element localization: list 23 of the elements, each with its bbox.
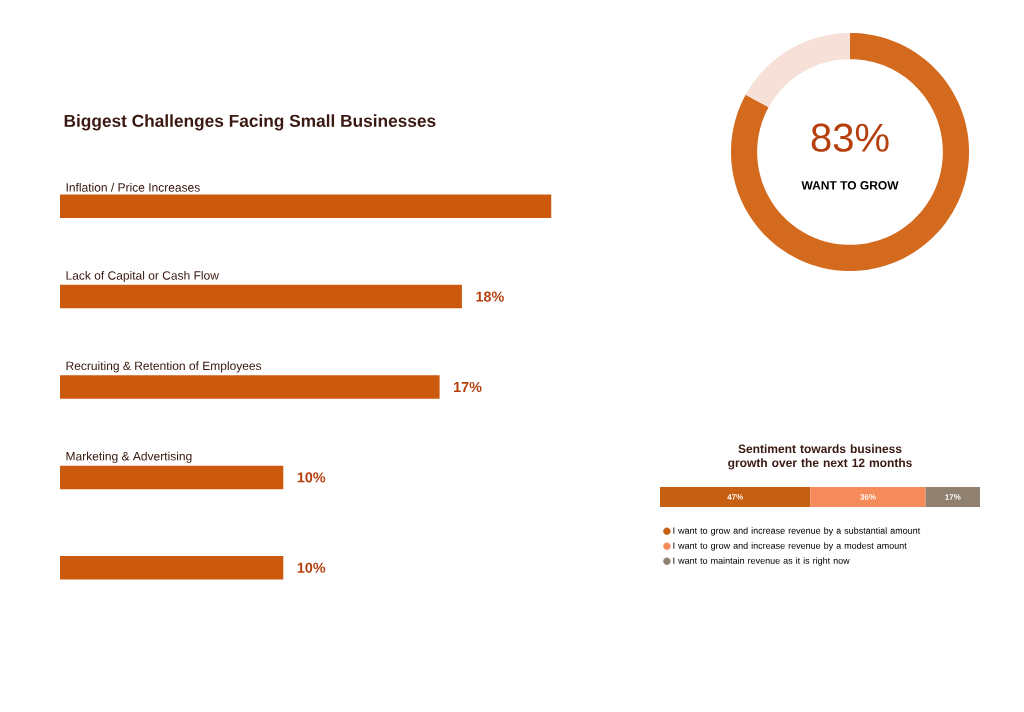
- legend-label: I want to maintain revenue as it is right now: [673, 557, 850, 566]
- data-label: 10%: [297, 562, 326, 573]
- bar: [60, 556, 284, 580]
- bar: [60, 375, 440, 399]
- data-label: 36%: [860, 494, 876, 500]
- data-label: 10%: [297, 472, 326, 483]
- data-label: 17%: [945, 494, 961, 500]
- bar: [60, 465, 284, 490]
- data-label: 47%: [727, 494, 743, 500]
- data-label: 18%: [476, 291, 504, 302]
- data-label: 83%: [811, 123, 889, 152]
- y-tick-label: Recruiting & Retention of Employees: [66, 361, 262, 373]
- bar: [60, 194, 552, 218]
- chart-title: Sentiment towards business growth over the next 12 months: [728, 444, 912, 470]
- bar: [60, 284, 462, 309]
- y-tick-label: Marketing & Advertising: [66, 451, 192, 463]
- y-tick-label: Inflation / Price Increases: [66, 182, 200, 192]
- text: WANT TO GROW: [801, 181, 899, 190]
- legend-label: I want to grow and increase revenue by a modest amount: [673, 542, 907, 551]
- data-label: 17%: [454, 381, 482, 393]
- legend-label: I want to grow and increase revenue by a substantial amount: [673, 527, 921, 536]
- y-tick-label: Lack of Capital or Cash Flow: [66, 270, 219, 283]
- chart-title: Biggest Challenges Facing Small Businesses: [64, 114, 436, 131]
